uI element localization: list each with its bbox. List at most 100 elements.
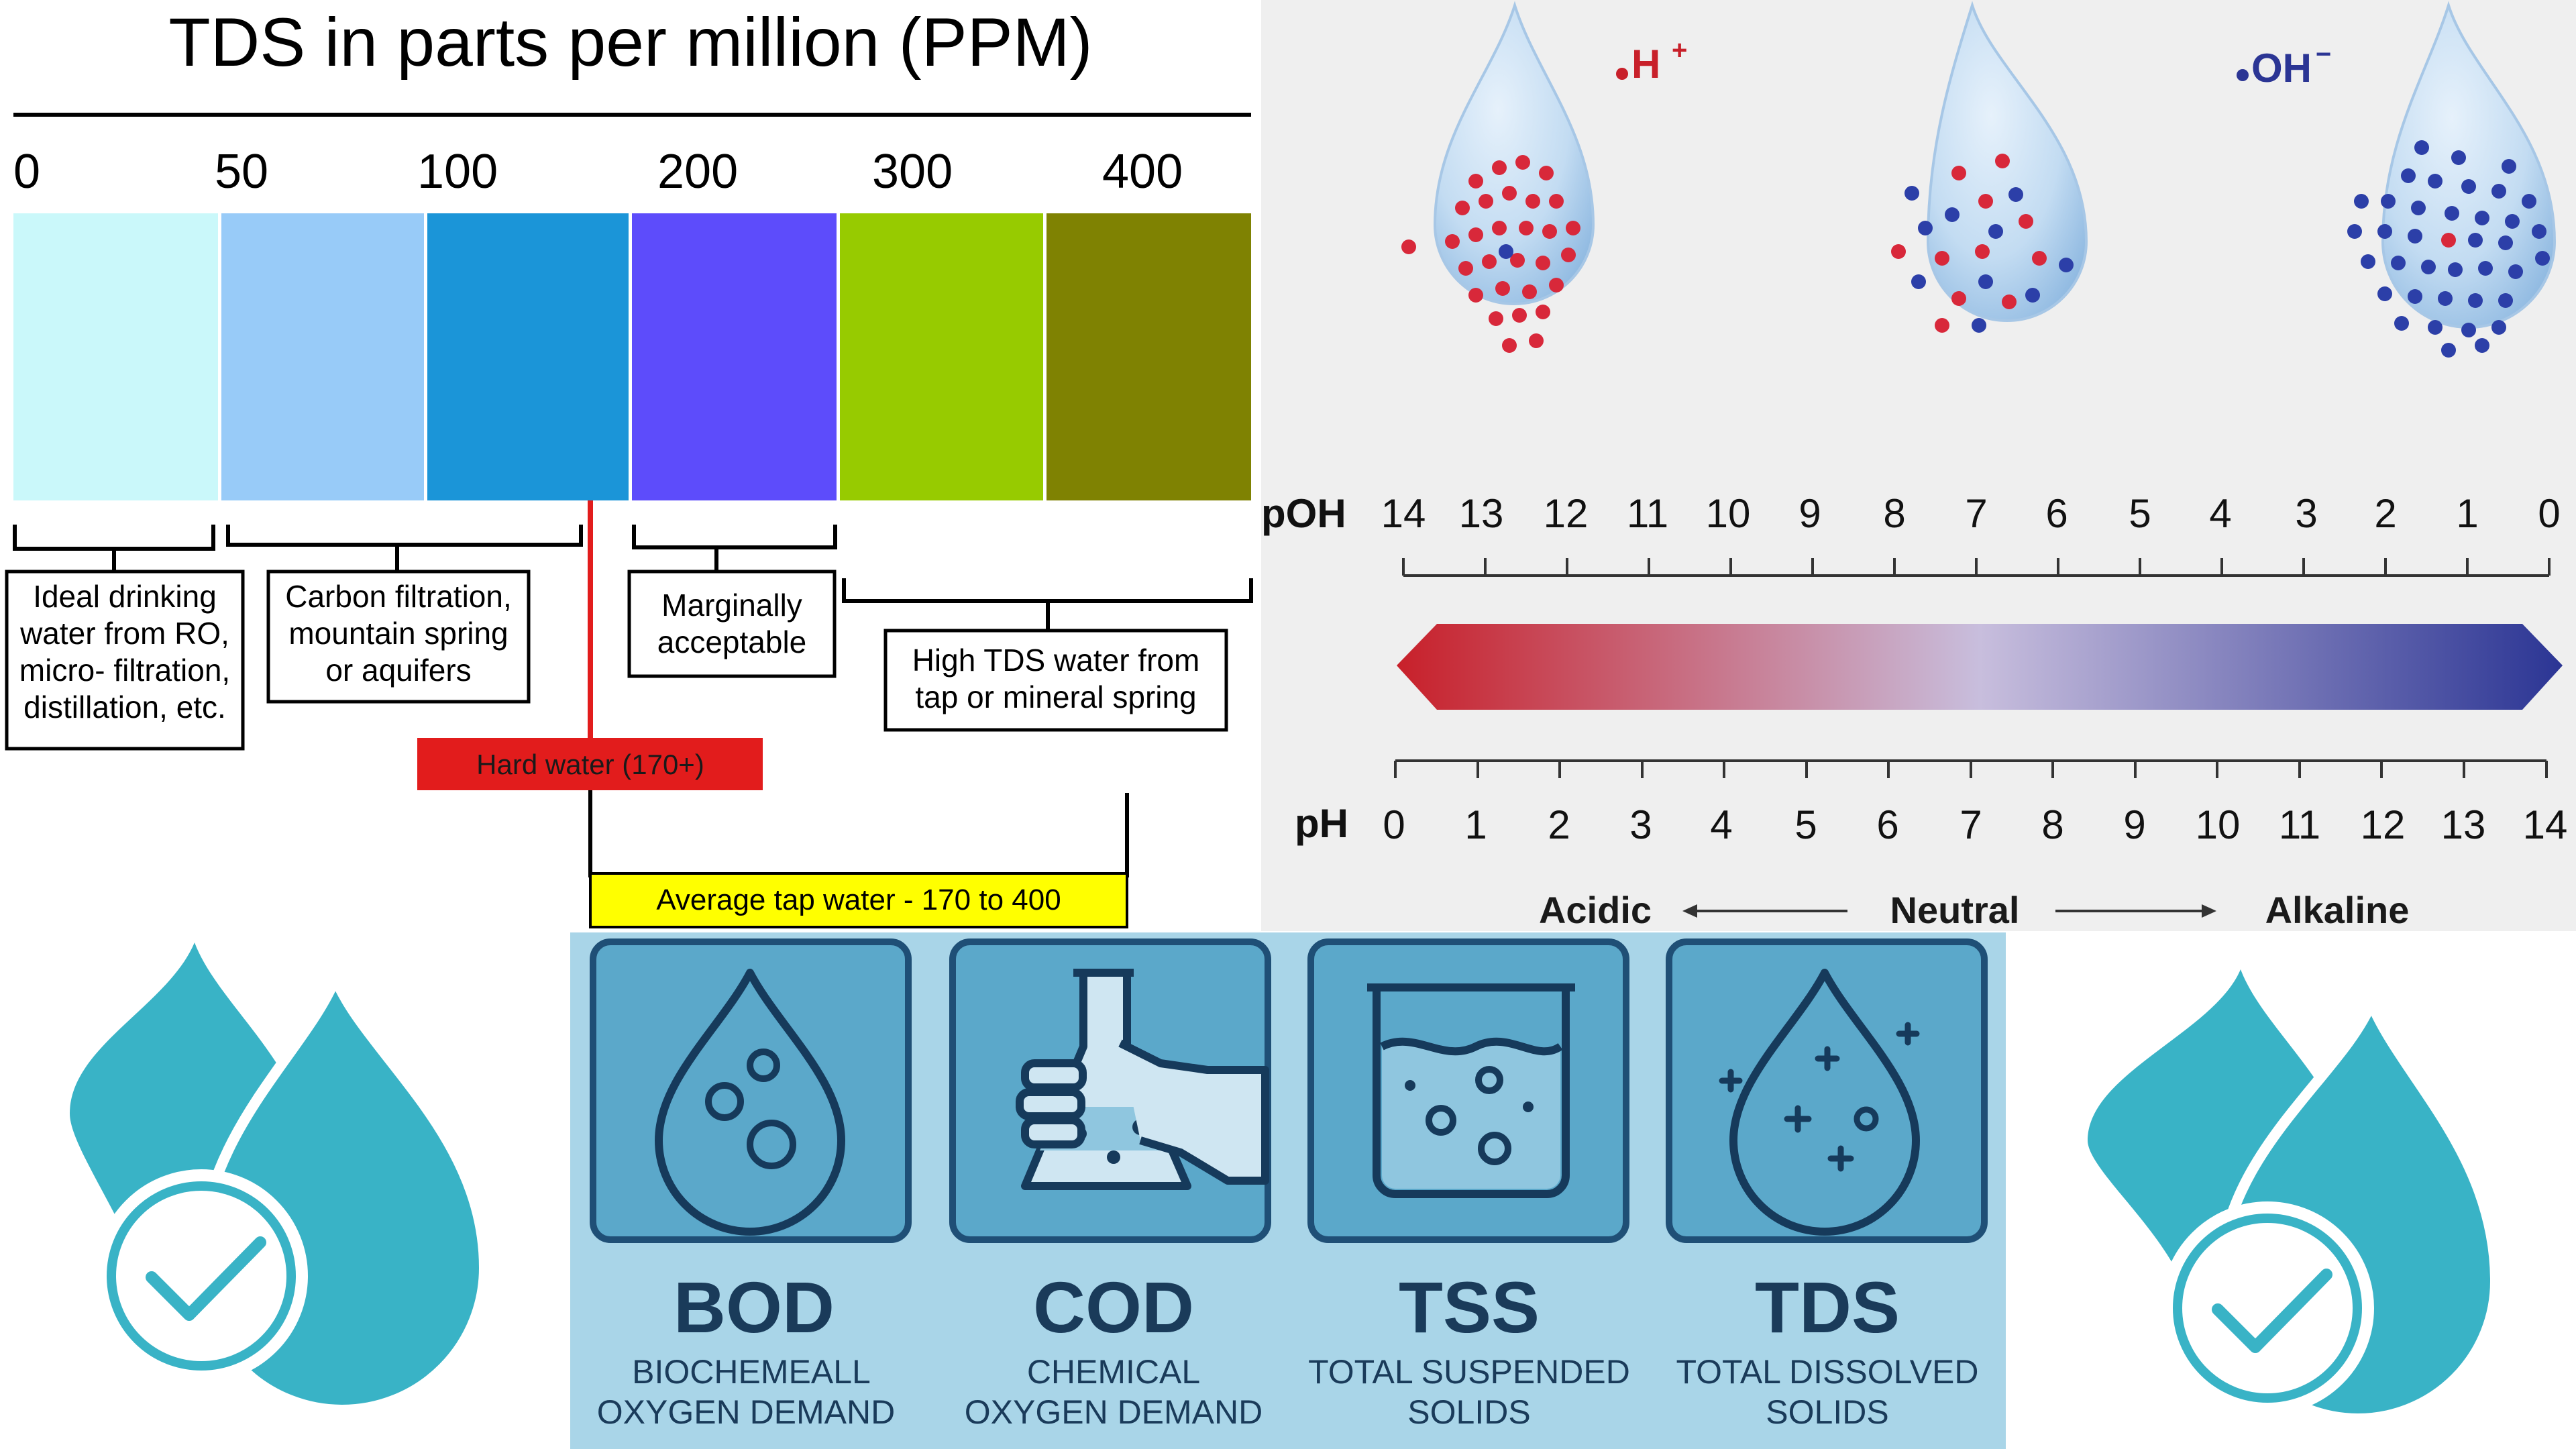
average-tap-range: Average tap water - 170 to 400 — [588, 790, 1129, 928]
ph-tick: 14 — [2523, 802, 2568, 847]
ph-tick: 3 — [1629, 802, 1652, 847]
bracket-ideal — [13, 525, 215, 572]
drop-plus-icon — [1719, 969, 1920, 1236]
tds-card: TDS TOTAL DISSOLVED SOLIDS — [1666, 938, 1988, 1431]
box-line: High TDS water from — [912, 643, 1200, 678]
box-line: water from RO, — [19, 616, 229, 651]
hard-water-marker-line — [588, 500, 593, 738]
tss-abbr: TSS — [1399, 1267, 1540, 1348]
ph-scale-panel: H + OH − pOH 14 13 12 11 10 9 8 7 6 5 4 … — [1261, 0, 2576, 931]
ph-gradient-arrow — [1397, 624, 2563, 710]
ph-tick: 4 — [1710, 802, 1732, 847]
beaker-solids-icon — [1367, 983, 1575, 1198]
poh-tick: 4 — [2209, 491, 2231, 536]
ph-tick: 9 — [2123, 802, 2145, 847]
tds-box-carbon: Carbon filtration, mountain spring or aq… — [266, 570, 531, 704]
poh-tick: 9 — [1799, 491, 1821, 536]
h-ion-label: H + — [1616, 36, 1687, 87]
box-line: tap or mineral spring — [915, 680, 1196, 714]
tss-line2: SOLIDS — [1407, 1393, 1530, 1431]
box-line: micro- filtration, — [19, 653, 230, 688]
poh-tick: 14 — [1381, 491, 1426, 536]
tds-line1: TOTAL DISSOLVED — [1676, 1353, 1978, 1391]
ph-tick: 8 — [2041, 802, 2063, 847]
water-drop-bubbles-icon — [655, 969, 845, 1236]
poh-tick: 8 — [1883, 491, 1905, 536]
ph-tick: 6 — [1876, 802, 1898, 847]
poh-tick: 7 — [1965, 491, 1987, 536]
box-line: acceptable — [657, 625, 807, 659]
bracket-high — [842, 578, 1253, 631]
box-line: Marginally — [661, 588, 802, 623]
poh-tick: 13 — [1459, 491, 1504, 536]
bod-line1: BIOCHEMEALL — [632, 1353, 871, 1391]
ph-tick: 2 — [1548, 802, 1570, 847]
box-line: Ideal drinking — [33, 579, 217, 614]
tds-line2: SOLIDS — [1766, 1393, 1888, 1431]
hard-water-label: Hard water (170+) — [417, 738, 763, 790]
tds-tick-300: 300 — [872, 145, 953, 199]
poh-ticks-labels: 14 13 12 11 10 9 8 7 6 5 4 3 2 1 0 — [1381, 491, 2561, 536]
oh-ion-text: OH — [2251, 46, 2312, 91]
tds-band-2 — [221, 213, 424, 500]
box-line: distillation, etc. — [23, 690, 226, 724]
poh-tick: 11 — [1627, 491, 1668, 536]
bod-abbr: BOD — [674, 1267, 835, 1348]
poh-tick: 2 — [2374, 491, 2396, 536]
tds-band-4 — [632, 213, 837, 500]
water-drops-check-icon — [70, 943, 490, 1415]
tds-ticks: 0 50 100 200 300 400 — [13, 145, 1183, 199]
cod-line1: CHEMICAL — [1027, 1353, 1200, 1391]
box-line: or aquifers — [325, 653, 471, 688]
left-arrow — [1682, 904, 1847, 918]
poh-label: pOH — [1261, 491, 1346, 536]
ph-tick: 10 — [2196, 802, 2241, 847]
ph-axis — [1394, 759, 2548, 778]
right-arrow — [2055, 904, 2216, 918]
ph-tick: 13 — [2441, 802, 2486, 847]
acidic-label: Acidic — [1539, 889, 1652, 931]
cod-abbr: COD — [1033, 1267, 1194, 1348]
tds-color-bands — [13, 213, 1251, 500]
cod-card: COD CHEMICAL OXYGEN DEMAND — [949, 938, 1271, 1431]
tds-box-marginal: Marginally acceptable — [627, 570, 837, 678]
bracket-carbon — [226, 525, 583, 572]
tds-band-3 — [427, 213, 629, 500]
tss-card: TSS TOTAL SUSPENDED SOLIDS — [1307, 938, 1630, 1431]
ph-label: pH — [1295, 801, 1348, 846]
bod-card: BOD BIOCHEMEALL OXYGEN DEMAND — [590, 938, 912, 1431]
tds-scale: TDS in parts per million (PPM) 0 50 100 … — [5, 4, 1253, 928]
oh-ion-label: OH − — [2237, 40, 2331, 91]
cod-line2: OXYGEN DEMAND — [965, 1393, 1263, 1431]
water-parameters-panel: BOD BIOCHEMEALL OXYGEN DEMAND COD CHEMIC… — [570, 932, 2006, 1449]
poh-tick: 12 — [1544, 491, 1589, 536]
tds-title-rule — [13, 113, 1251, 117]
poh-tick: 1 — [2456, 491, 2478, 536]
tds-abbr: TDS — [1755, 1267, 1900, 1348]
hard-water-text: Hard water (170+) — [476, 749, 704, 780]
tds-tick-400: 400 — [1102, 145, 1183, 199]
ph-tick: 0 — [1383, 802, 1405, 847]
tds-band-5 — [840, 213, 1043, 500]
bod-line2: OXYGEN DEMAND — [597, 1393, 896, 1431]
poh-tick: 10 — [1706, 491, 1751, 536]
ph-tick: 5 — [1794, 802, 1817, 847]
tds-brackets — [13, 525, 1253, 631]
tds-band-1 — [13, 213, 218, 500]
oh-ion-sup: − — [2316, 40, 2331, 69]
alkaline-droplet — [2347, 1, 2557, 358]
tds-title: TDS in parts per million (PPM) — [168, 4, 1092, 80]
bracket-marginal — [632, 525, 837, 570]
neutral-droplet — [1891, 1, 2088, 333]
tds-band-6 — [1046, 213, 1251, 500]
ph-tick: 1 — [1464, 802, 1487, 847]
tds-tick-200: 200 — [657, 145, 738, 199]
poh-tick: 6 — [2045, 491, 2068, 536]
h-ion-text: H — [1631, 42, 1660, 87]
ph-tick: 11 — [2279, 802, 2320, 847]
tds-box-high: High TDS water from tap or mineral sprin… — [883, 629, 1228, 732]
ph-tick: 7 — [1960, 802, 1982, 847]
average-tap-text: Average tap water - 170 to 400 — [656, 883, 1061, 916]
ph-tick: 12 — [2361, 802, 2406, 847]
